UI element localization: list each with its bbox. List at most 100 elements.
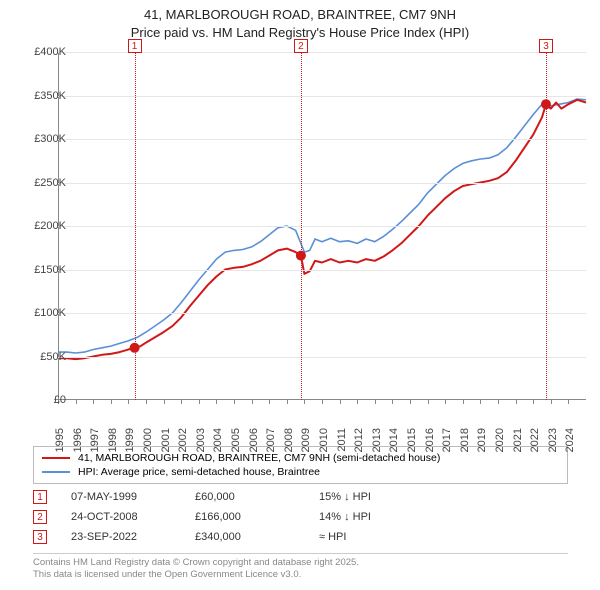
x-tick-label: 2009 (300, 428, 312, 468)
event-vertical-line (301, 52, 302, 400)
event-marker-box: 1 (128, 39, 142, 53)
x-tick-label: 2024 (564, 428, 576, 468)
y-tick-label: £250K (14, 177, 66, 189)
x-tick-mark (146, 400, 147, 404)
x-tick-mark (76, 400, 77, 404)
x-tick-mark (322, 400, 323, 404)
x-tick-label: 2018 (459, 428, 471, 468)
x-tick-label: 2011 (336, 428, 348, 468)
event-id-box: 1 (33, 490, 47, 504)
chart-plot-area: 123 (58, 52, 586, 400)
x-tick-mark (357, 400, 358, 404)
x-tick-mark (216, 400, 217, 404)
x-tick-mark (463, 400, 464, 404)
x-tick-mark (551, 400, 552, 404)
event-id-box: 2 (33, 510, 47, 524)
event-date: 23-SEP-2022 (71, 531, 171, 543)
x-tick-label: 2000 (142, 428, 154, 468)
event-marker-box: 2 (294, 39, 308, 53)
grid-line (58, 139, 586, 140)
y-tick-label: £0 (14, 394, 66, 406)
x-tick-label: 2004 (212, 428, 224, 468)
y-tick-label: £350K (14, 90, 66, 102)
event-delta: ≈ HPI (319, 531, 419, 543)
footer-attribution: Contains HM Land Registry data © Crown c… (33, 553, 568, 582)
x-tick-label: 2002 (177, 428, 189, 468)
event-row: 3 23-SEP-2022 £340,000 ≈ HPI (33, 527, 568, 547)
x-tick-label: 2005 (230, 428, 242, 468)
x-tick-label: 2013 (371, 428, 383, 468)
event-delta: 14% ↓ HPI (319, 511, 419, 523)
x-tick-mark (410, 400, 411, 404)
x-tick-label: 2015 (406, 428, 418, 468)
event-row: 1 07-MAY-1999 £60,000 15% ↓ HPI (33, 487, 568, 507)
x-tick-label: 1998 (107, 428, 119, 468)
event-vertical-line (546, 52, 547, 400)
title-line-1: 41, MARLBOROUGH ROAD, BRAINTREE, CM7 9NH (0, 6, 600, 24)
x-tick-mark (128, 400, 129, 404)
x-tick-mark (164, 400, 165, 404)
x-tick-label: 2003 (195, 428, 207, 468)
x-tick-mark (568, 400, 569, 404)
x-tick-label: 1995 (54, 428, 66, 468)
chart-container: 41, MARLBOROUGH ROAD, BRAINTREE, CM7 9NH… (0, 0, 600, 590)
grid-line (58, 313, 586, 314)
event-price: £166,000 (195, 511, 295, 523)
grid-line (58, 183, 586, 184)
event-marker-box: 3 (539, 39, 553, 53)
grid-line (58, 270, 586, 271)
grid-line (58, 357, 586, 358)
x-tick-mark (445, 400, 446, 404)
x-tick-mark (498, 400, 499, 404)
event-id-box: 3 (33, 530, 47, 544)
x-tick-label: 2008 (283, 428, 295, 468)
event-date: 24-OCT-2008 (71, 511, 171, 523)
x-tick-mark (252, 400, 253, 404)
x-tick-mark (533, 400, 534, 404)
x-tick-mark (304, 400, 305, 404)
footer-line-1: Contains HM Land Registry data © Crown c… (33, 557, 568, 569)
x-tick-mark (480, 400, 481, 404)
x-tick-label: 2012 (353, 428, 365, 468)
x-tick-label: 2016 (424, 428, 436, 468)
x-tick-label: 2019 (476, 428, 488, 468)
x-tick-label: 2017 (441, 428, 453, 468)
x-tick-mark (199, 400, 200, 404)
x-tick-mark (93, 400, 94, 404)
event-row: 2 24-OCT-2008 £166,000 14% ↓ HPI (33, 507, 568, 527)
legend-swatch (42, 471, 70, 473)
y-tick-label: £150K (14, 264, 66, 276)
x-tick-label: 1999 (124, 428, 136, 468)
x-tick-mark (428, 400, 429, 404)
x-tick-label: 2020 (494, 428, 506, 468)
x-tick-label: 2021 (512, 428, 524, 468)
event-price: £340,000 (195, 531, 295, 543)
x-tick-label: 2001 (160, 428, 172, 468)
x-tick-label: 2010 (318, 428, 330, 468)
x-tick-label: 2014 (388, 428, 400, 468)
x-tick-mark (392, 400, 393, 404)
event-date: 07-MAY-1999 (71, 491, 171, 503)
grid-line (58, 226, 586, 227)
x-tick-mark (287, 400, 288, 404)
x-tick-label: 1997 (89, 428, 101, 468)
x-tick-label: 2007 (265, 428, 277, 468)
event-delta: 15% ↓ HPI (319, 491, 419, 503)
x-tick-label: 2023 (547, 428, 559, 468)
event-price: £60,000 (195, 491, 295, 503)
y-tick-label: £100K (14, 307, 66, 319)
event-vertical-line (135, 52, 136, 400)
y-tick-label: £400K (14, 46, 66, 58)
y-tick-label: £300K (14, 133, 66, 145)
events-table: 1 07-MAY-1999 £60,000 15% ↓ HPI 2 24-OCT… (33, 487, 568, 547)
x-tick-label: 2022 (529, 428, 541, 468)
title-block: 41, MARLBOROUGH ROAD, BRAINTREE, CM7 9NH… (0, 0, 600, 41)
footer-line-2: This data is licensed under the Open Gov… (33, 569, 568, 581)
x-tick-mark (181, 400, 182, 404)
x-tick-label: 1996 (72, 428, 84, 468)
x-tick-mark (111, 400, 112, 404)
y-tick-label: £200K (14, 220, 66, 232)
x-tick-mark (375, 400, 376, 404)
grid-line (58, 96, 586, 97)
x-tick-label: 2006 (248, 428, 260, 468)
